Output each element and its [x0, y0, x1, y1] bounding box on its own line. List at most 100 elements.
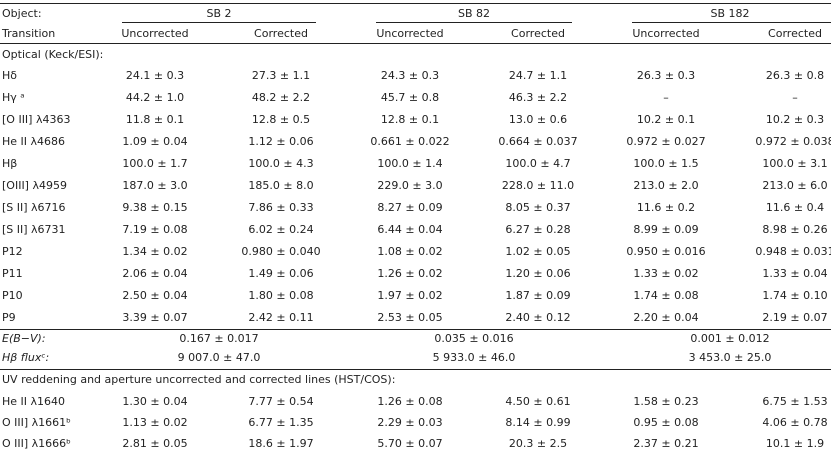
subheader: Corrected — [254, 27, 308, 40]
section-title: UV reddening and aperture uncorrected an… — [2, 373, 396, 386]
value-cell: 13.0 ± 0.6 — [508, 113, 568, 126]
table-row: P11 2.06 ± 0.04 1.49 ± 0.06 1.26 ± 0.02 … — [0, 264, 831, 284]
value-cell: 2.53 ± 0.05 — [377, 311, 443, 324]
line-label: He II λ1640 — [2, 395, 66, 408]
value-cell: 24.1 ± 0.3 — [125, 69, 185, 82]
line-label: P10 — [2, 289, 23, 302]
value-cell: 1.26 ± 0.08 — [377, 395, 443, 408]
value-cell: 228.0 ± 11.0 — [501, 179, 575, 192]
value-cell: 6.44 ± 0.04 — [377, 223, 443, 236]
section-title: Optical (Keck/ESI): — [2, 48, 104, 61]
value-cell: 27.3 ± 1.1 — [251, 69, 311, 82]
table-row: [OIII] λ4959 187.0 ± 3.0 185.0 ± 8.0 229… — [0, 176, 831, 196]
value-cell: 8.98 ± 0.26 — [762, 223, 828, 236]
value-cell: 6.77 ± 1.35 — [248, 416, 314, 429]
value-cell: 10.1 ± 1.9 — [765, 437, 825, 450]
value-cell: 1.87 ± 0.09 — [505, 289, 571, 302]
group-sb182-header: SB 182 — [710, 7, 750, 20]
transition-label: Transition — [2, 27, 56, 40]
value-cell: 1.02 ± 0.05 — [505, 245, 571, 258]
table-row: P12 1.34 ± 0.02 0.980 ± 0.040 1.08 ± 0.0… — [0, 242, 831, 262]
value-cell: 1.12 ± 0.06 — [248, 135, 314, 148]
value-cell: 8.05 ± 0.37 — [505, 201, 571, 214]
value-cell: 2.50 ± 0.04 — [122, 289, 188, 302]
value-cell: 24.3 ± 0.3 — [380, 69, 440, 82]
value-cell: 9.38 ± 0.15 — [122, 201, 188, 214]
line-label: P9 — [2, 311, 16, 324]
group-sb182-underline — [632, 22, 831, 23]
value-cell: 45.7 ± 0.8 — [380, 91, 440, 104]
line-label: P12 — [2, 245, 23, 258]
uv-section-rule — [0, 369, 831, 370]
table-row: O III] λ1666ᵇ 2.81 ± 0.05 18.6 ± 1.97 5.… — [0, 434, 831, 454]
hbflux-value-sb2: 9 007.0 ± 47.0 — [177, 351, 261, 364]
value-cell: 7.19 ± 0.08 — [122, 223, 188, 236]
line-label: O III] λ1661ᵇ — [2, 416, 71, 429]
subheader: Uncorrected — [376, 27, 444, 40]
top-rule — [0, 3, 831, 4]
value-cell: 0.972 ± 0.027 — [626, 135, 706, 148]
value-cell: 1.74 ± 0.08 — [633, 289, 699, 302]
ebv-rule — [0, 329, 831, 330]
value-cell: 6.27 ± 0.28 — [505, 223, 571, 236]
value-cell: 0.950 ± 0.016 — [626, 245, 706, 258]
value-cell: 12.8 ± 0.1 — [380, 113, 440, 126]
value-cell: 2.19 ± 0.07 — [762, 311, 828, 324]
table-row: Hγ ᵃ 44.2 ± 1.0 48.2 ± 2.2 45.7 ± 0.8 46… — [0, 88, 831, 108]
value-cell: 10.2 ± 0.3 — [765, 113, 825, 126]
value-cell: 213.0 ± 2.0 — [633, 179, 699, 192]
ebv-value-sb82: 0.035 ± 0.016 — [434, 332, 514, 345]
section-optical-row: Optical (Keck/ESI): — [0, 45, 831, 65]
value-cell: 2.06 ± 0.04 — [122, 267, 188, 280]
value-cell: 1.30 ± 0.04 — [122, 395, 188, 408]
value-cell: 1.58 ± 0.23 — [633, 395, 699, 408]
value-cell: 213.0 ± 6.0 — [762, 179, 828, 192]
value-cell: 11.6 ± 0.2 — [636, 201, 696, 214]
group-sb2-underline — [122, 22, 316, 23]
table-row: P9 3.39 ± 0.07 2.42 ± 0.11 2.53 ± 0.05 2… — [0, 308, 831, 328]
value-cell: 1.13 ± 0.02 — [122, 416, 188, 429]
value-cell: 4.06 ± 0.78 — [762, 416, 828, 429]
table-row: Hδ 24.1 ± 0.3 27.3 ± 1.1 24.3 ± 0.3 24.7… — [0, 66, 831, 86]
value-cell: – — [792, 91, 798, 104]
group-sb2-header: SB 2 — [206, 7, 232, 20]
table-row: He II λ1640 1.30 ± 0.04 7.77 ± 0.54 1.26… — [0, 392, 831, 412]
value-cell: 1.33 ± 0.02 — [633, 267, 699, 280]
subheader: Uncorrected — [632, 27, 700, 40]
value-cell: 100.0 ± 1.5 — [633, 157, 699, 170]
value-cell: 6.75 ± 1.53 — [762, 395, 828, 408]
value-cell: 4.50 ± 0.61 — [505, 395, 571, 408]
hbflux-label: Hβ fluxᶜ: — [2, 351, 50, 364]
table-row: O III] λ1661ᵇ 1.13 ± 0.02 6.77 ± 1.35 2.… — [0, 413, 831, 433]
value-cell: 8.27 ± 0.09 — [377, 201, 443, 214]
subheader: Uncorrected — [121, 27, 189, 40]
value-cell: 2.37 ± 0.21 — [633, 437, 699, 450]
value-cell: 1.20 ± 0.06 — [505, 267, 571, 280]
subheader: Corrected — [768, 27, 822, 40]
line-label: [OIII] λ4959 — [2, 179, 67, 192]
ebv-label: E(B−V): — [2, 332, 46, 345]
hbflux-value-sb82: 5 933.0 ± 46.0 — [432, 351, 516, 364]
value-cell: 44.2 ± 1.0 — [125, 91, 185, 104]
value-cell: 46.3 ± 2.2 — [508, 91, 568, 104]
table-row: [S II] λ6716 9.38 ± 0.15 7.86 ± 0.33 8.2… — [0, 198, 831, 218]
ebv-row: E(B−V): 0.167 ± 0.017 0.035 ± 0.016 0.00… — [0, 329, 831, 349]
group-sb82-header: SB 82 — [457, 7, 491, 20]
header-row-objects: Object: SB 2 SB 82 SB 182 — [0, 4, 831, 24]
ebv-value-sb182: 0.001 ± 0.012 — [690, 332, 770, 345]
value-cell: 185.0 ± 8.0 — [248, 179, 314, 192]
object-label: Object: — [2, 7, 42, 20]
value-cell: 48.2 ± 2.2 — [251, 91, 311, 104]
line-label: Hγ ᵃ — [2, 91, 25, 104]
line-label: He II λ4686 — [2, 135, 66, 148]
value-cell: 1.97 ± 0.02 — [377, 289, 443, 302]
line-label: P11 — [2, 267, 23, 280]
value-cell: – — [663, 91, 669, 104]
value-cell: 1.08 ± 0.02 — [377, 245, 443, 258]
value-cell: 0.972 ± 0.038 — [755, 135, 831, 148]
value-cell: 11.8 ± 0.1 — [125, 113, 185, 126]
value-cell: 2.29 ± 0.03 — [377, 416, 443, 429]
value-cell: 1.34 ± 0.02 — [122, 245, 188, 258]
value-cell: 0.664 ± 0.037 — [498, 135, 578, 148]
value-cell: 100.0 ± 4.3 — [248, 157, 314, 170]
